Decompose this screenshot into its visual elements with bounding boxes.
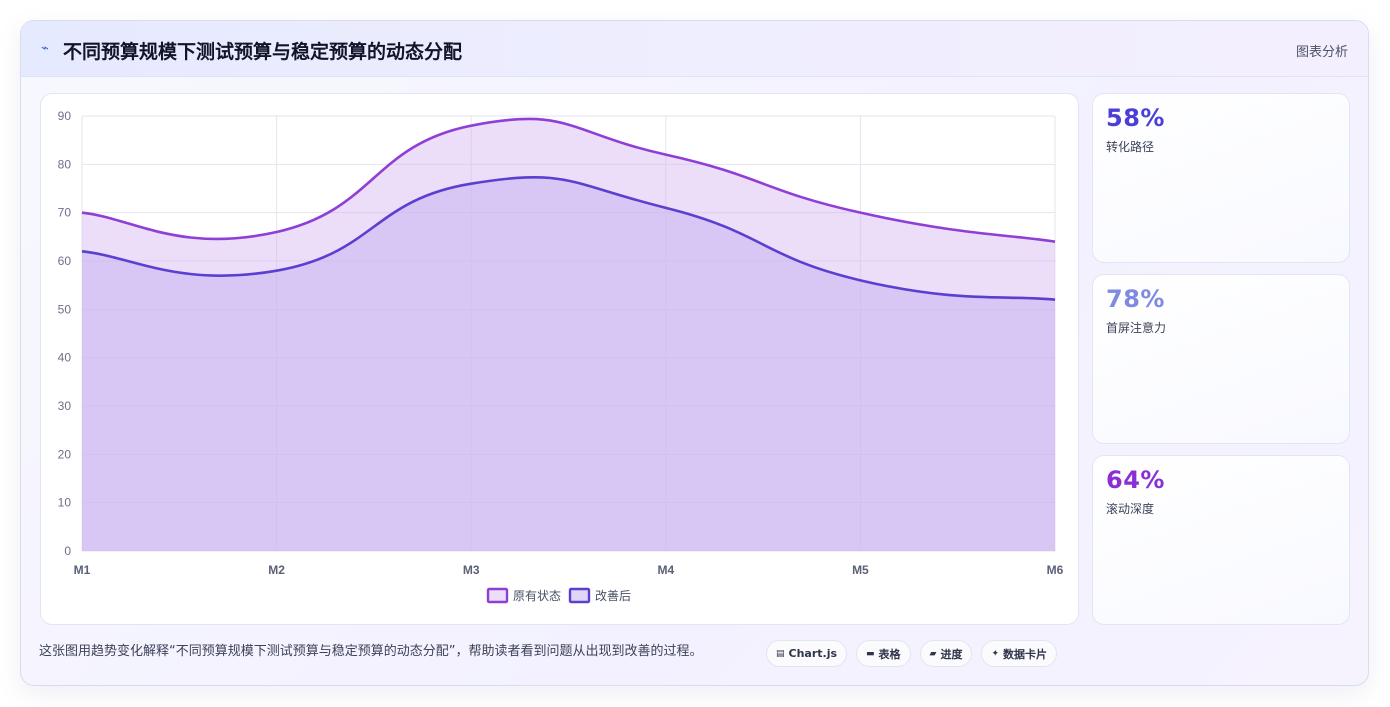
kpi-card-attention: 78% 首屏注意力 (1092, 274, 1350, 444)
kpi-label: 转化路径 (1106, 140, 1155, 154)
tag-label: Chart.js (788, 647, 838, 660)
kpi-card-conversion: 58% 转化路径 (1092, 93, 1350, 263)
y-tick-label: 70 (58, 206, 72, 220)
chart-icon: ▤ (776, 648, 785, 659)
series-line-2 (81, 175, 1056, 301)
tag-data-card[interactable]: ✦ 数据卡片 (981, 640, 1058, 667)
tag-label: 表格 (878, 647, 901, 661)
legend-label: 改善后 (595, 588, 631, 603)
kpi-card-scroll-depth: 64% 滚动深度 (1092, 455, 1350, 625)
tag-list: ▤ Chart.js ▬ 表格 ▰ 进度 ✦ 数据卡片 (766, 640, 1058, 667)
y-tick-label: 40 (58, 351, 72, 365)
chart-panel: 0 10 20 30 40 50 60 70 80 90 M1 M2 M3 M4 M5 M6 原有状态 改善后 (40, 93, 1079, 625)
legend-label: 原有状态 (513, 589, 561, 603)
x-tick-label: M4 (657, 563, 674, 577)
legend-swatch (568, 587, 591, 604)
tag-table[interactable]: ▬ 表格 (856, 640, 911, 667)
x-tick-label: M2 (268, 563, 285, 577)
x-tick-label: M5 (852, 563, 869, 577)
chart-analysis-link[interactable]: 图表分析 (1295, 45, 1348, 60)
kpi-label: 滚动深度 (1106, 502, 1155, 516)
x-tick-label: M3 (463, 563, 480, 577)
card-header: ⌁ 不同预算规模下测试预算与稳定预算的动态分配 图表分析 (21, 21, 1368, 77)
page-title: 不同预算规模下测试预算与稳定预算的动态分配 (63, 41, 463, 63)
progress-icon: ▰ (929, 648, 937, 659)
y-tick-label: 60 (58, 254, 72, 268)
y-tick-label: 30 (58, 399, 72, 413)
sparkle-icon: ✦ (991, 648, 1000, 659)
series-area-2 (82, 177, 1055, 551)
tag-label: 数据卡片 (1003, 647, 1048, 661)
kpi-value: 64% (1106, 466, 1165, 494)
y-tick-label: 90 (58, 109, 72, 123)
area-chart: 0 10 20 30 40 50 60 70 80 90 M1 M2 M3 M4 M5 M6 原有状态 改善后 (58, 109, 1064, 604)
y-tick-label: 50 (58, 302, 72, 316)
table-icon: ▬ (866, 648, 875, 659)
legend-swatch (486, 587, 509, 604)
kpi-value: 78% (1106, 285, 1165, 313)
tag-chartjs[interactable]: ▤ Chart.js (766, 640, 848, 667)
chart-description: 这张图用趋势变化解释“不同预算规模下测试预算与稳定预算的动态分配”，帮助读者看到… (39, 644, 703, 659)
y-tick-label: 80 (58, 157, 72, 171)
x-tick-label: M6 (1047, 563, 1064, 577)
y-tick-label: 0 (64, 544, 71, 558)
dashboard-card: ⌁ 不同预算规模下测试预算与稳定预算的动态分配 图表分析 0 10 20 30 40 50… (20, 20, 1369, 686)
x-tick-label: M1 (74, 563, 91, 577)
y-tick-label: 20 (58, 447, 72, 461)
tag-label: 进度 (940, 647, 963, 661)
kpi-label: 首屏注意力 (1106, 321, 1167, 335)
kpi-value: 58% (1106, 104, 1165, 132)
series-line-1 (81, 117, 1056, 243)
tag-progress[interactable]: ▰ 进度 (919, 640, 973, 667)
line-chart-icon: ⌁ (41, 41, 49, 56)
y-tick-label: 10 (58, 496, 72, 510)
